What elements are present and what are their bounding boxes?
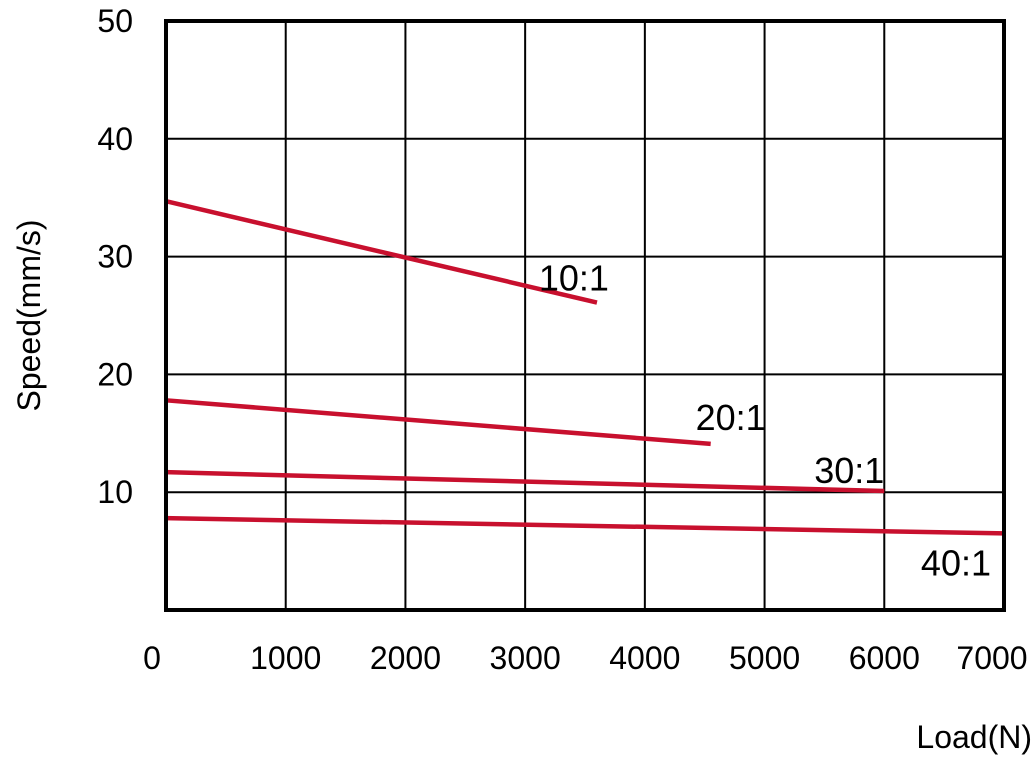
y-tick-label: 20 (97, 356, 133, 392)
x-tick-label: 0 (143, 640, 161, 676)
x-tick-label: 7000 (956, 640, 1027, 676)
horizontal-gridlines (166, 137, 1004, 494)
vertical-gridlines (284, 21, 886, 610)
series-label-20-1: 20:1 (696, 397, 766, 438)
x-tick-label: 5000 (729, 640, 800, 676)
series-line-10-1 (165, 199, 598, 305)
x-axis-title: Load(N) (916, 719, 1032, 755)
y-tick-labels: 10 20 30 40 50 (97, 3, 133, 510)
series-line-20-1 (165, 398, 711, 447)
y-tick-label: 10 (97, 474, 133, 510)
x-tick-label: 4000 (609, 640, 680, 676)
y-tick-label: 40 (97, 121, 133, 157)
x-tick-label: 2000 (370, 640, 441, 676)
series-label-30-1: 30:1 (814, 450, 884, 491)
x-tick-label: 3000 (490, 640, 561, 676)
x-tick-label: 1000 (250, 640, 321, 676)
plot-frame (164, 19, 1006, 612)
x-tick-label: 6000 (849, 640, 920, 676)
series-line-30-1 (165, 469, 885, 494)
y-tick-label: 50 (97, 3, 133, 39)
series-line-40-1 (165, 515, 1005, 536)
series-label-40-1: 40:1 (921, 542, 991, 583)
y-tick-label: 30 (97, 239, 133, 275)
y-axis-title: Speed(mm/s) (11, 219, 47, 411)
series-label-10-1: 10:1 (539, 258, 609, 299)
series-lines (165, 199, 1005, 536)
series-labels: 10:1 20:1 30:1 40:1 (539, 258, 991, 584)
x-tick-labels: 0 1000 2000 3000 4000 5000 6000 7000 (143, 640, 1027, 676)
